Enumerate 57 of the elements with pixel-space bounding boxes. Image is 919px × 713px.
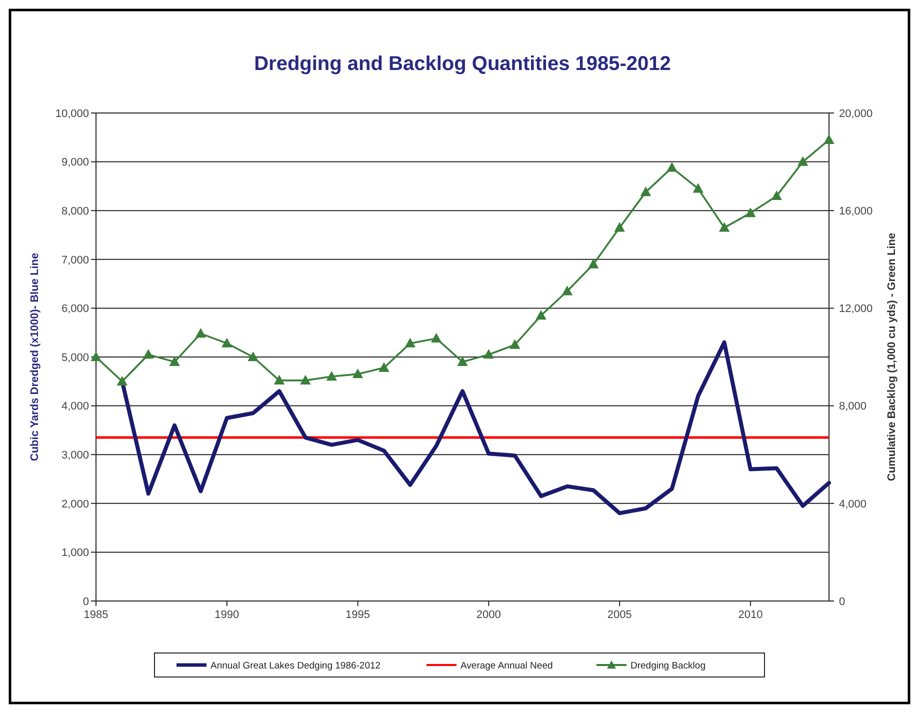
y2-tick-label: 16,000: [839, 205, 873, 218]
y-tick-label: 7,000: [61, 254, 89, 266]
point: [719, 222, 730, 232]
y-tick-label: 5,000: [61, 352, 89, 364]
point: [798, 156, 808, 166]
point: [666, 162, 677, 172]
y-tick-label: 9,000: [61, 156, 89, 169]
point: [484, 350, 494, 359]
point: [824, 134, 834, 144]
point: [222, 338, 232, 348]
x-tick-label: 1990: [214, 609, 240, 621]
point: [300, 375, 310, 385]
y2-tick-label: 12,000: [839, 303, 873, 316]
point: [405, 338, 416, 348]
y2-axis-title: Cumulative Backlog (1,000 cu yds) - Green Line: [886, 232, 898, 482]
y2-tick-label: 0: [839, 596, 846, 608]
y-tick-label: 0: [82, 596, 89, 608]
x-tick-label: 2010: [738, 609, 763, 621]
point: [536, 310, 546, 320]
point: [562, 286, 572, 296]
point: [326, 372, 337, 381]
legend-label: Average Annual Need: [460, 660, 553, 672]
point: [745, 208, 756, 218]
point: [458, 356, 468, 366]
chart-title: Dredging and Backlog Quantities 1985-2012: [254, 53, 671, 75]
y-tick-label: 6,000: [61, 303, 89, 316]
y2-tick-label: 20,000: [839, 108, 873, 120]
point: [274, 375, 284, 385]
x-tick-label: 1995: [346, 609, 370, 621]
y-tick-label: 2,000: [61, 498, 89, 510]
point: [614, 222, 625, 232]
legend-label: Dredging Backlog: [630, 660, 706, 672]
y-tick-label: 1,000: [61, 547, 89, 560]
point: [510, 340, 520, 349]
y-tick-label: 4,000: [61, 400, 89, 413]
y-axis-title: Cubic Yards Dredged (x1000)- Blue Line: [29, 252, 41, 462]
legend-label: Annual Great Lakes Dedging 1986-2012: [210, 660, 381, 672]
point: [170, 356, 180, 366]
point: [588, 259, 598, 268]
point: [640, 187, 651, 196]
point: [143, 350, 154, 359]
point: [248, 352, 258, 362]
x-tick-label: 2000: [476, 609, 501, 621]
x-tick-label: 1985: [84, 609, 108, 621]
point: [352, 369, 363, 378]
point: [431, 333, 442, 343]
y2-tick-label: 4,000: [839, 498, 867, 510]
y-tick-label: 8,000: [61, 205, 89, 218]
point: [196, 328, 206, 338]
y-tick-label: 3,000: [61, 449, 89, 462]
y2-tick-label: 8,000: [839, 400, 867, 413]
point: [378, 362, 389, 372]
point: [117, 376, 128, 386]
x-tick-label: 2005: [607, 609, 632, 621]
point: [693, 184, 704, 193]
point: [772, 190, 782, 200]
y-tick-label: 10,000: [55, 108, 89, 120]
